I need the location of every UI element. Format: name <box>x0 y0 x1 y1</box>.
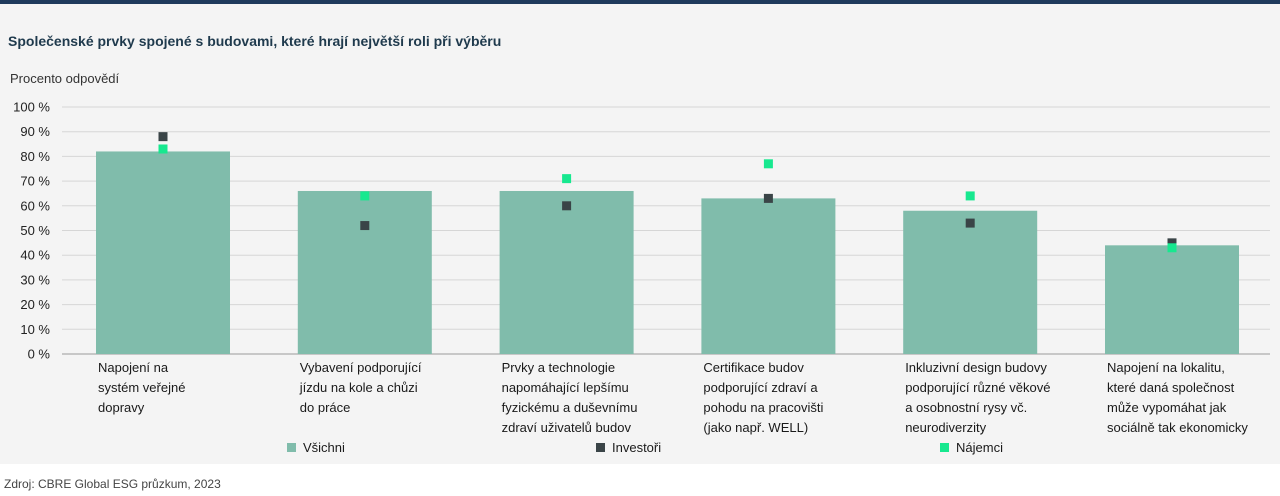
category-label-line: Napojení na lokalitu, <box>1107 360 1225 375</box>
y-axis-label: Procento odpovědí <box>10 71 120 86</box>
category-label-line: podporující různé věkové <box>905 380 1051 395</box>
category-label-line: fyzickému a duševnímu <box>501 400 638 415</box>
bar-Všichni <box>96 151 230 354</box>
marker-Nájemci <box>360 191 370 201</box>
category-label-line: do práce <box>299 400 351 415</box>
marker-Nájemci <box>562 174 572 184</box>
category-label: Vybavení podporující jízdu na kole a chůz… <box>300 358 470 418</box>
legend-item: Nájemci <box>940 440 1003 455</box>
category-label-line: pohodu na pracovišti <box>703 400 824 415</box>
y-tick-label: 40 % <box>20 248 50 263</box>
bar-Všichni <box>701 198 836 354</box>
source-note: Zdroj: CBRE Global ESG průzkum, 2023 <box>4 477 221 491</box>
category-label-line: neurodiverzity <box>905 420 987 435</box>
category-label-line: (jako např. WELL) <box>703 420 809 435</box>
legend-swatch <box>940 443 949 452</box>
marker-Investoři <box>965 218 975 228</box>
marker-Nájemci <box>965 191 975 201</box>
legend-label: Všichni <box>303 440 345 455</box>
bar-Všichni <box>1105 245 1239 354</box>
category-label-line: Prvky a technologie <box>501 360 616 375</box>
marker-Investoři <box>1167 238 1177 248</box>
category-label-line: napomáhající lepšímu <box>501 380 629 395</box>
category-label-line: podporující zdraví a <box>703 380 818 395</box>
legend-item: Investoři <box>596 440 661 455</box>
marker-Nájemci <box>763 159 773 169</box>
category-label-line: může vypomáhat jak <box>1107 400 1227 415</box>
category-label-line: Vybavení podporující <box>299 360 422 375</box>
category-label: Napojení na systém veřejné dopravy <box>98 358 268 418</box>
category-label: Inkluzivní design budovy podporující různ… <box>905 358 1075 438</box>
marker-Investoři <box>763 193 773 203</box>
marker-Investoři <box>158 132 168 142</box>
category-label: Certifikace budov podporující zdraví a poh… <box>703 358 873 438</box>
y-tick-label: 20 % <box>20 297 50 312</box>
bar-Všichni <box>903 210 1038 354</box>
category-label-line: Certifikace budov <box>703 360 804 375</box>
legend-label: Nájemci <box>956 440 1003 455</box>
category-label-line: zdraví uživatelů budov <box>501 420 631 435</box>
bar-Všichni <box>499 190 634 354</box>
marker-Investoři <box>562 201 572 211</box>
y-tick-label: 50 % <box>20 223 50 238</box>
category-label-line: Napojení na <box>98 360 169 375</box>
bar-Všichni <box>297 190 432 354</box>
y-tick-label: 30 % <box>20 272 50 287</box>
marker-Investoři <box>360 221 370 231</box>
legend-item: Všichni <box>287 440 345 455</box>
y-tick-label: 80 % <box>20 149 50 164</box>
legend-label: Investoři <box>612 440 662 455</box>
category-label-line: sociálně tak ekonomicky <box>1107 420 1248 435</box>
category-label-line: Inkluzivní design budovy <box>905 360 1047 375</box>
legend-swatch <box>596 443 605 452</box>
marker-Nájemci <box>158 144 168 154</box>
y-tick-label: 60 % <box>20 198 50 213</box>
category-label: Napojení na lokalitu, které daná společno… <box>1107 358 1277 438</box>
y-tick-label: 0 % <box>28 347 51 362</box>
top-rule <box>0 0 1280 4</box>
category-label-line: a osobnostní rysy vč. <box>905 400 1028 415</box>
category-label-line: dopravy <box>98 400 145 415</box>
category-label-line: systém veřejné <box>98 380 186 395</box>
category-label-line: které daná společnost <box>1107 380 1235 395</box>
chart-title: Společenské prvky spojené s budovami, kt… <box>8 33 502 49</box>
y-tick-label: 10 % <box>20 322 50 337</box>
y-tick-label: 100 % <box>13 100 50 115</box>
legend-swatch <box>287 443 296 452</box>
marker-Nájemci <box>1167 243 1177 253</box>
y-tick-label: 70 % <box>20 174 50 189</box>
category-label-line: jízdu na kole a chůzi <box>299 380 418 395</box>
category-label: Prvky a technologie napomáhající lepšímu f… <box>502 358 672 438</box>
y-tick-label: 90 % <box>20 124 50 139</box>
